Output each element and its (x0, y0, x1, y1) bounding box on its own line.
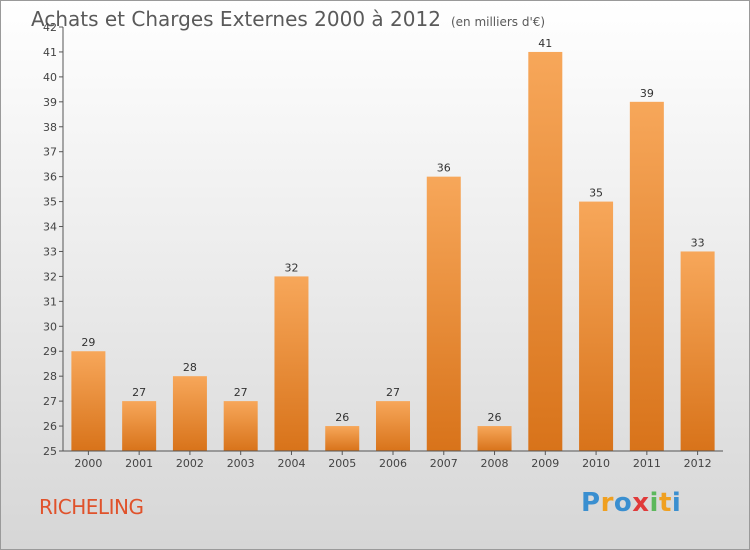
bars: 29 27 28 27 32 26 27 36 26 41 35 39 33 (71, 37, 715, 452)
bar-2007 (426, 176, 461, 451)
x-tick-label: 2004 (277, 457, 305, 470)
y-tick-label: 32 (43, 270, 57, 283)
y-tick-label: 31 (43, 295, 57, 308)
bar-value-label: 35 (589, 187, 603, 200)
bar-2012 (680, 251, 715, 451)
x-tick-label: 2009 (531, 457, 559, 470)
bar-value-label: 27 (132, 386, 146, 399)
x-tick-label: 2011 (633, 457, 661, 470)
bar-2008 (477, 426, 512, 451)
logo-letter: i (671, 488, 682, 518)
x-tick-label: 2003 (227, 457, 255, 470)
bar-2006 (376, 401, 410, 451)
y-tick-label: 40 (43, 71, 57, 84)
chart-title-block: Achats et Charges Externes 2000 à 2012 (e… (31, 7, 545, 31)
y-tick-label: 33 (43, 245, 57, 258)
y-tick-label: 38 (43, 121, 57, 134)
y-tick-label: 41 (43, 46, 57, 59)
x-tick-label: 2002 (176, 457, 204, 470)
logo-letter: t (658, 488, 672, 518)
bar-2000 (71, 351, 106, 451)
bar-2002 (172, 376, 207, 451)
bar-value-label: 41 (538, 37, 552, 50)
y-tick-label: 37 (43, 146, 57, 159)
axes: 25 26 27 28 29 30 31 32 33 34 35 36 37 38 39 40 41 42 2000… (43, 21, 723, 470)
y-tick-label: 36 (43, 171, 57, 184)
y-tick-label: 30 (43, 320, 57, 333)
bar-value-label: 28 (183, 361, 197, 374)
bar-value-label: 33 (691, 236, 705, 249)
bar-2005 (325, 426, 360, 451)
logo-letter: r (600, 488, 614, 518)
y-tick-label: 25 (43, 445, 57, 458)
y-tick-label: 42 (43, 21, 57, 34)
chart-unit-label: (en milliers d'€) (450, 15, 546, 29)
x-tick-label: 2012 (684, 457, 712, 470)
y-tick-label: 39 (43, 96, 57, 109)
bar-2003 (223, 401, 258, 451)
logo-letter: i (649, 488, 659, 518)
y-tick-label: 27 (43, 395, 57, 408)
x-tick-label: 2001 (125, 457, 153, 470)
x-tick-label: 2008 (481, 457, 509, 470)
x-tick-label: 2010 (582, 457, 610, 470)
bar-2010 (579, 201, 614, 451)
proxiti-logo: Proxiti (581, 488, 681, 518)
bar-value-label: 39 (640, 87, 654, 100)
x-tick-label: 2007 (430, 457, 458, 470)
commune-name: RICHELING (39, 495, 144, 519)
bar-2004 (274, 276, 309, 451)
logo-letter: x (632, 488, 650, 518)
bar-2001 (122, 401, 157, 451)
bar-value-label: 29 (81, 336, 95, 349)
bar-2009 (528, 51, 563, 452)
logo-letter: P (581, 488, 601, 518)
bar-value-label: 32 (284, 261, 298, 274)
y-tick-label: 29 (43, 345, 57, 358)
bar-2011 (629, 101, 664, 451)
bar-value-label: 26 (335, 411, 349, 424)
x-tick-label: 2000 (74, 457, 102, 470)
x-tick-label: 2006 (379, 457, 407, 470)
x-tick-label: 2005 (328, 457, 356, 470)
bar-value-label: 36 (437, 162, 451, 175)
y-tick-label: 34 (43, 221, 57, 234)
logo-letter: o (613, 488, 633, 518)
bar-value-label: 27 (386, 386, 400, 399)
chart-title: Achats et Charges Externes 2000 à 2012 (31, 7, 441, 31)
y-tick-label: 26 (43, 420, 57, 433)
bar-value-label: 26 (488, 411, 502, 424)
bar-value-label: 27 (234, 386, 248, 399)
y-tick-label: 35 (43, 196, 57, 209)
y-tick-label: 28 (43, 370, 57, 383)
